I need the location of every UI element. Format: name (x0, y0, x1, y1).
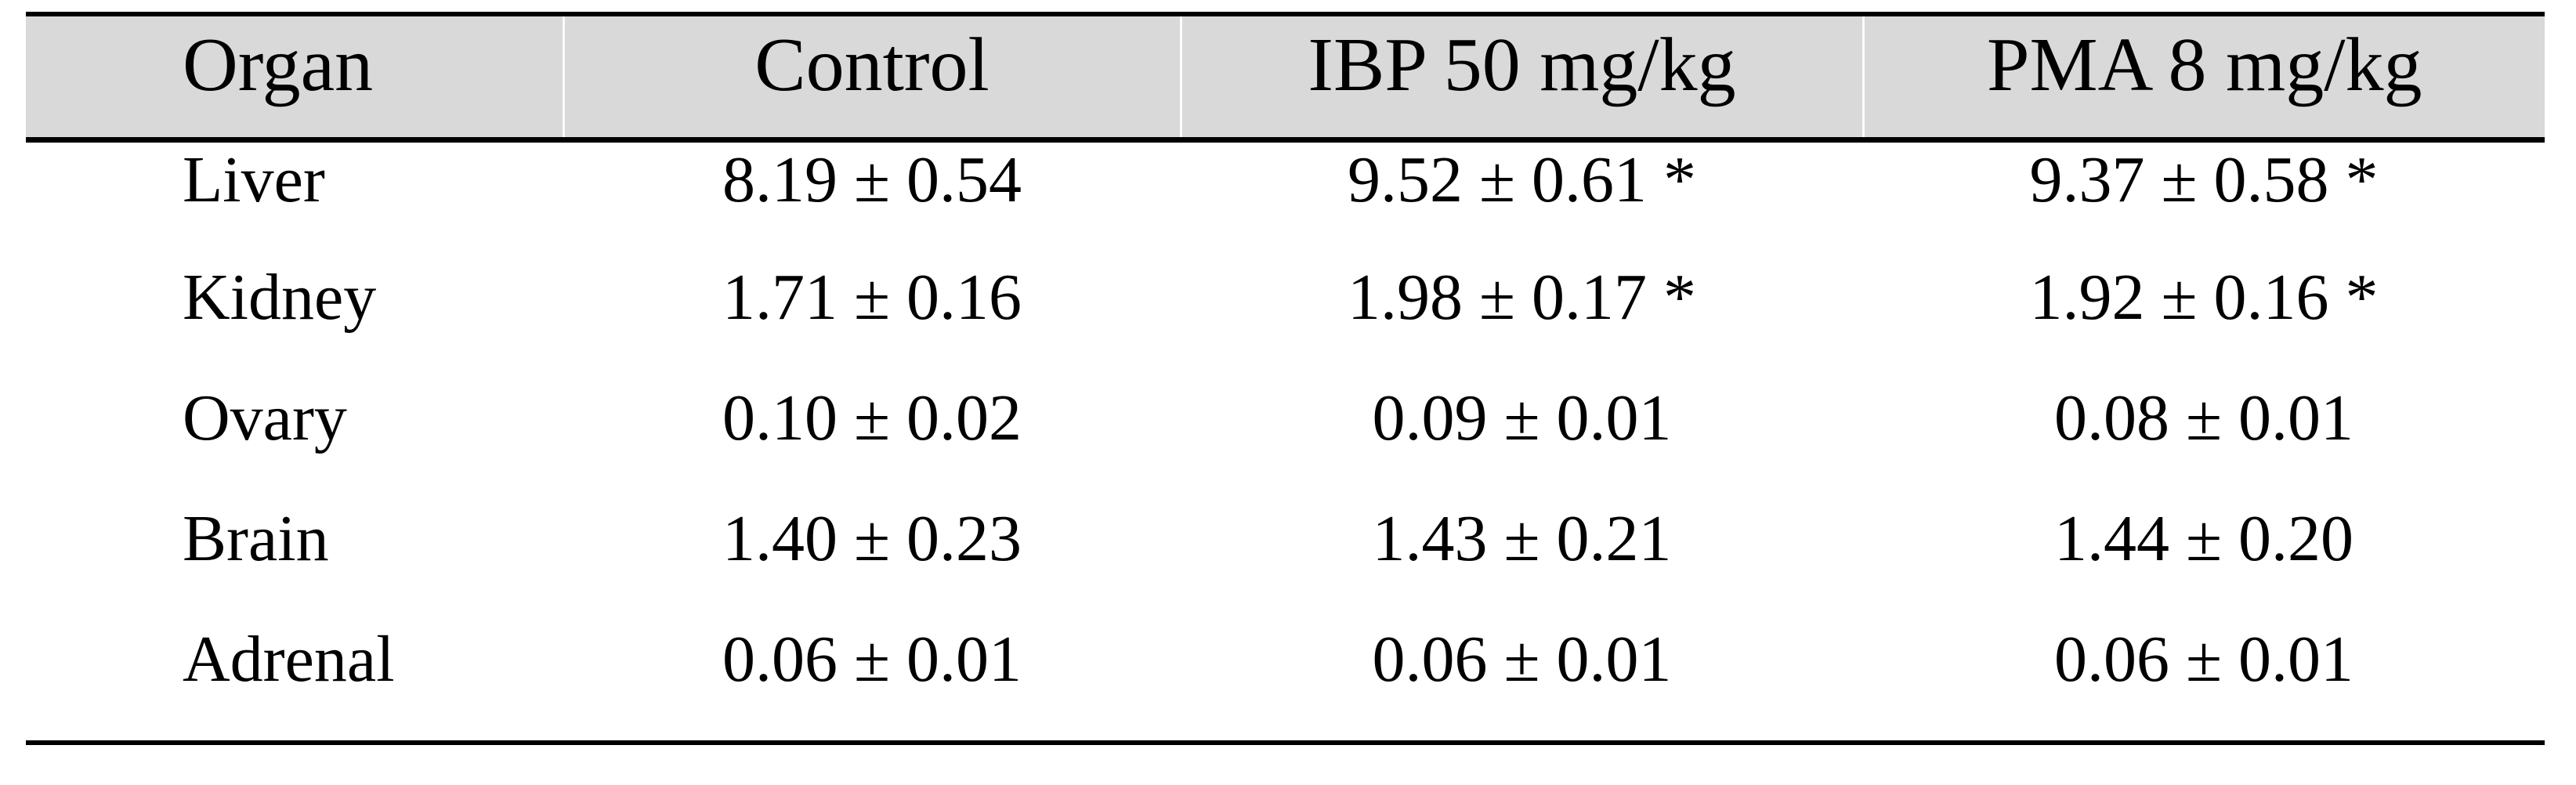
pma-value-cell: 9.37 ± 0.58 * (1863, 139, 2545, 260)
pma-value-cell: 1.44 ± 0.20 (1863, 501, 2545, 622)
pma-value-cell: 1.92 ± 0.16 * (1863, 260, 2545, 381)
organ-name-cell: Adrenal (26, 622, 563, 743)
organ-name-cell: Liver (26, 139, 563, 260)
ibp-value-cell: 1.43 ± 0.21 (1181, 501, 1863, 622)
pma-value-cell: 0.06 ± 0.01 (1863, 622, 2545, 743)
table-row-brain: Brain 1.40 ± 0.23 1.43 ± 0.21 1.44 ± 0.2… (26, 501, 2545, 622)
control-value-cell: 0.10 ± 0.02 (563, 381, 1181, 501)
control-value-cell: 1.71 ± 0.16 (563, 260, 1181, 381)
table-row-ovary: Ovary 0.10 ± 0.02 0.09 ± 0.01 0.08 ± 0.0… (26, 381, 2545, 501)
ibp-value-cell: 0.06 ± 0.01 (1181, 622, 1863, 743)
ibp-value-cell: 9.52 ± 0.61 * (1181, 139, 1863, 260)
organ-name-cell: Kidney (26, 260, 563, 381)
column-header-organ: Organ (26, 14, 563, 143)
ibp-value-cell: 1.98 ± 0.17 * (1181, 260, 1863, 381)
control-value-cell: 1.40 ± 0.23 (563, 501, 1181, 622)
ibp-value-cell: 0.09 ± 0.01 (1181, 381, 1863, 501)
organ-name-cell: Brain (26, 501, 563, 622)
header-row: Organ Control IBP 50 mg/kg PMA 8 mg/kg (26, 14, 2545, 143)
pma-value-cell: 0.08 ± 0.01 (1863, 381, 2545, 501)
table-row-liver: Liver 8.19 ± 0.54 9.52 ± 0.61 * 9.37 ± 0… (26, 139, 2545, 260)
organ-name-cell: Ovary (26, 381, 563, 501)
organ-weight-table: Organ Control IBP 50 mg/kg PMA 8 mg/kg L… (26, 12, 2545, 745)
column-header-ibp: IBP 50 mg/kg (1179, 14, 1863, 143)
column-header-pma: PMA 8 mg/kg (1861, 14, 2545, 143)
control-value-cell: 0.06 ± 0.01 (563, 622, 1181, 743)
table-row-adrenal: Adrenal 0.06 ± 0.01 0.06 ± 0.01 0.06 ± 0… (26, 622, 2545, 743)
table-row-kidney: Kidney 1.71 ± 0.16 1.98 ± 0.17 * 1.92 ± … (26, 260, 2545, 381)
column-header-control: Control (562, 14, 1181, 143)
control-value-cell: 8.19 ± 0.54 (563, 139, 1181, 260)
